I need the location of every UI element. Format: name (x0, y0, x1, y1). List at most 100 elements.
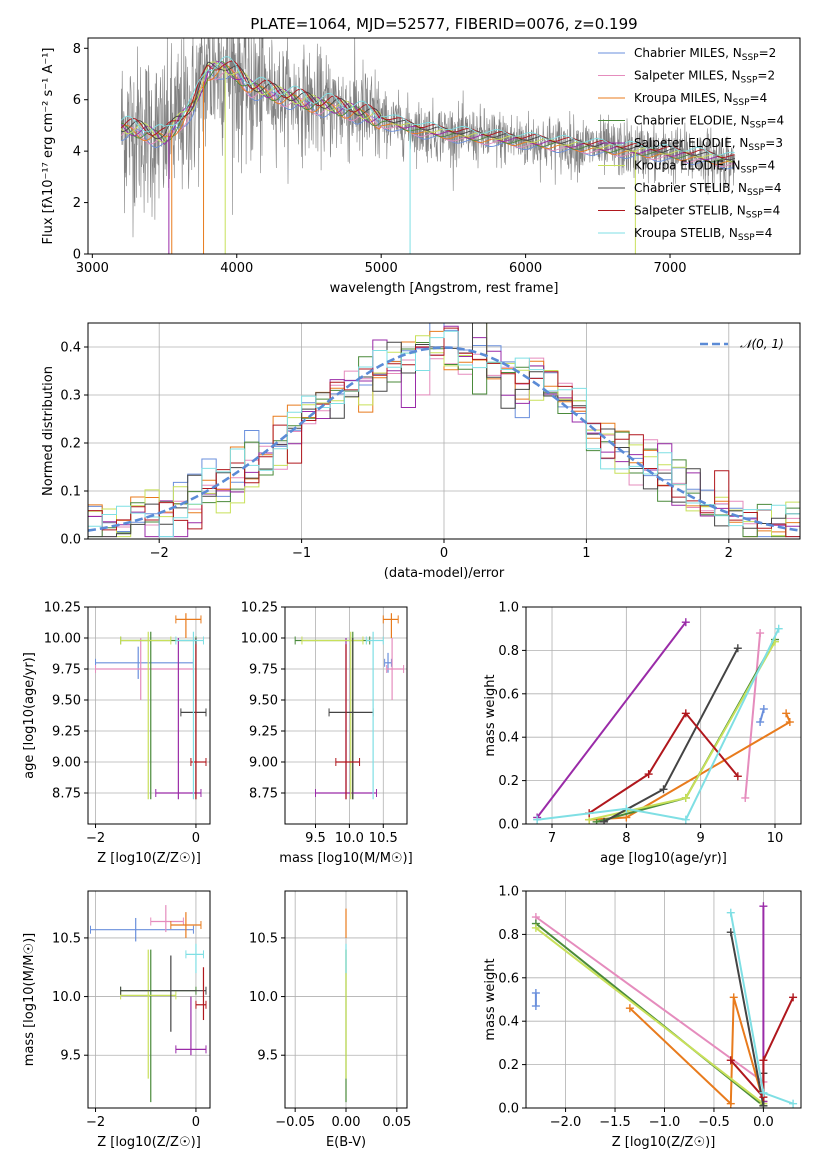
x-tick-label: 0.00 (332, 1115, 361, 1130)
y-tick-label: 9.25 (249, 725, 278, 740)
y-tick-label: 9.75 (52, 663, 81, 678)
y-tick-label: 9.25 (52, 725, 81, 740)
y-tick-label: 0 (73, 248, 81, 263)
y-tick-label: 10.25 (241, 601, 278, 616)
y-tick-label: 9.75 (249, 663, 278, 678)
plot-area (533, 618, 794, 824)
model-line-kroupa_stelib (120, 56, 735, 156)
weight-line-kroupa_miles (589, 712, 792, 821)
y-tick-label: 6 (73, 93, 81, 108)
x-axis-label: (data-model)/error (384, 566, 505, 581)
legend-label-chabrier_elodie: Chabrier ELODIE, NSSP=4 (634, 114, 784, 131)
x-tick-label: 0.05 (382, 1115, 411, 1130)
y-tick-label: 0.6 (498, 687, 519, 702)
weight-line-salpeter_stelib (588, 711, 739, 814)
x-axis-label: Z [log10(Z/Z☉)] (97, 1135, 201, 1150)
weight-line-kroupa_elodie (535, 927, 765, 1105)
x-tick-label: 0 (192, 831, 200, 846)
x-tick-label: 0 (192, 1115, 200, 1130)
axes-frame (87, 322, 801, 540)
x-tick-label: −2.0 (550, 1115, 582, 1130)
y-tick-label: 10.25 (44, 601, 81, 616)
y-tick-label: 1.0 (498, 885, 519, 900)
axes-frame (525, 606, 802, 825)
y-tick-label: 0.4 (60, 341, 81, 356)
legend-label-kroupa_elodie: Kroupa ELODIE, NSSP=4 (634, 159, 775, 176)
plot-area (531, 902, 798, 1108)
residual-histogram-kroupa_stelib (88, 330, 800, 538)
plot-area (90, 905, 207, 1103)
legend-label-salpeter_elodie: Salpeter ELODIE, NSSP=3 (634, 136, 783, 153)
weight-line-kroupa_miles (629, 997, 765, 1106)
model-line-kroupa_elodie (120, 61, 735, 163)
weight-line-chabrier_stelib (603, 647, 739, 823)
residual-histogram-chabrier_miles (88, 323, 800, 538)
x-axis-label: age [log10(age/yr)] (600, 851, 727, 866)
y-tick-label: 0.4 (498, 731, 519, 746)
x-tick-label: 0 (440, 546, 448, 561)
y-tick-label: 10.0 (249, 990, 278, 1005)
y-tick-label: 0.6 (498, 971, 519, 986)
x-tick-label: 2 (725, 546, 733, 561)
normal-reference-curve (88, 346, 800, 532)
y-axis-label: Flux [fλ10⁻¹⁷ erg cm⁻² s⁻¹ A⁻¹] (41, 48, 56, 245)
x-tick-label: 6000 (509, 261, 542, 276)
y-tick-label: 0.0 (498, 818, 519, 833)
panel-age_vs_weight: 7 8 9 10 0.0 0.2 0.4 0.6 0.8 1.0 age [log10(age/yr… (483, 601, 802, 866)
y-tick-label: 10.00 (241, 632, 278, 647)
weight-line-kroupa_elodie (588, 641, 776, 821)
x-tick-label: 7 (548, 831, 556, 846)
legend-label-salpeter_miles: Salpeter MILES, NSSP=2 (634, 69, 775, 86)
model-line-chabrier_stelib (121, 61, 735, 161)
panel-spectrum: 3000 4000 5000 6000 7000 0 2 4 6 8 wavelength [Ang… (41, 37, 801, 296)
y-tick-label: 10.5 (52, 931, 81, 946)
x-tick-label: 10 (767, 831, 784, 846)
axes-frame (525, 890, 802, 1109)
x-axis-label: E(B-V) (326, 1135, 366, 1150)
model-line-salpeter_miles (120, 69, 735, 168)
axes-frame (87, 37, 801, 255)
figure-title: PLATE=1064, MJD=52577, FIBERID=0076, z=0… (250, 15, 637, 33)
x-tick-label: 1 (582, 546, 590, 561)
legend-label-normal: 𝒩(0, 1) (740, 337, 784, 351)
x-tick-label: −2 (86, 831, 105, 846)
y-tick-label: 10.0 (52, 990, 81, 1005)
x-tick-label: 10.0 (335, 831, 364, 846)
panel-z_vs_age: −2 0 8.75 9.00 9.25 9.50 9.75 10.00 10.25 Z [log1… (22, 601, 211, 866)
y-tick-label: 0.8 (498, 928, 519, 943)
y-tick-label: 0.2 (60, 437, 81, 452)
y-axis-label: mass weight (483, 674, 498, 756)
x-tick-label: 3000 (76, 261, 109, 276)
legend-label-chabrier_miles: Chabrier MILES, NSSP=2 (634, 46, 776, 63)
y-tick-label: 9.50 (249, 694, 278, 709)
y-tick-label: 0.2 (498, 774, 519, 789)
panel-z_vs_weight: −2.0 −1.5 −1.0 −0.5 0.0 0.0 0.2 0.4 0.6 0.8 1.0 Z [… (483, 885, 802, 1150)
x-axis-label: mass [log10(M/M☉)] (279, 851, 412, 866)
weight-line-kroupa_stelib (536, 628, 780, 821)
residual-histogram-salpeter_stelib (88, 327, 800, 538)
y-tick-label: 0.1 (60, 485, 81, 500)
panel-mass_vs_age: 9.5 10.0 10.5 8.75 9.00 9.25 9.50 9.75 10.00 10.2… (241, 601, 413, 867)
y-tick-label: 0.4 (498, 1015, 519, 1030)
panel-z_vs_mass: −2 0 9.5 10.0 10.5 Z [log10(Z/Z☉)] mass [log10… (22, 890, 211, 1150)
x-tick-label: −1 (292, 546, 311, 561)
weight-line-salpeter_miles (535, 916, 764, 1083)
y-tick-label: 10.00 (44, 632, 81, 647)
weight-line-salpeter_miles (744, 632, 762, 799)
x-axis-label: Z [log10(Z/Z☉)] (97, 851, 201, 866)
y-axis-label: mass weight (483, 958, 498, 1040)
x-tick-label: 7000 (653, 261, 686, 276)
x-tick-label: −1.0 (649, 1115, 681, 1130)
legend: 𝒩(0, 1) (700, 337, 784, 351)
legend-label-kroupa_stelib: Kroupa STELIB, NSSP=4 (634, 226, 772, 243)
legend-label-kroupa_miles: Kroupa MILES, NSSP=4 (634, 91, 767, 108)
axes-frame (87, 890, 211, 1109)
panel-ebv_vs_mass: −0.05 0.00 0.05 9.5 10.0 10.5 E(B-V) (249, 890, 411, 1150)
y-tick-label: 0.8 (498, 644, 519, 659)
y-tick-label: 9.50 (52, 694, 81, 709)
weight-line-salpeter_elodie (536, 621, 687, 819)
plot-area (95, 613, 207, 800)
model-line-chabrier_miles (121, 71, 735, 170)
